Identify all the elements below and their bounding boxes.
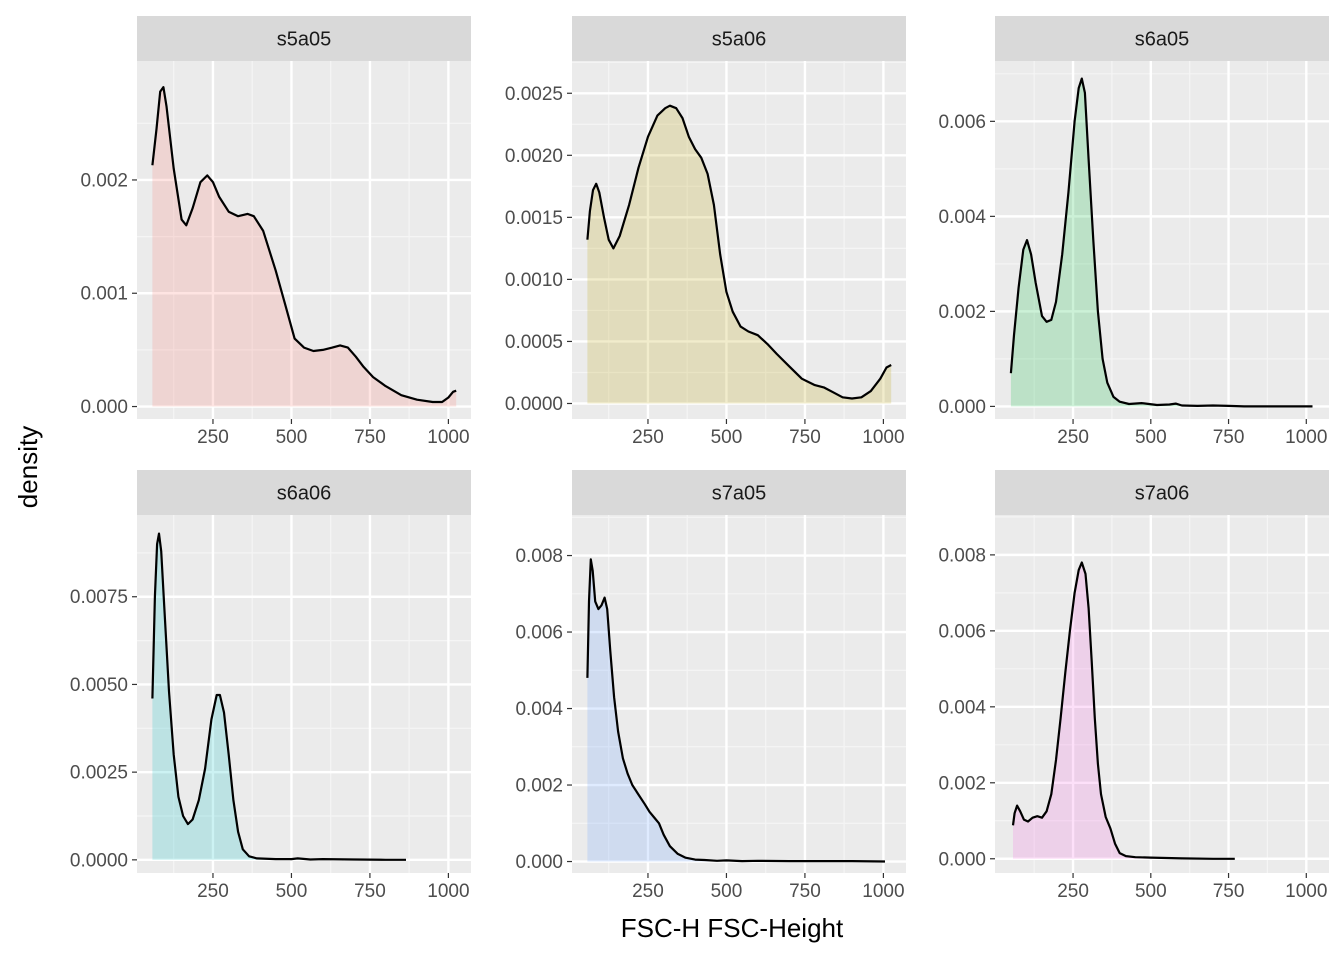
y-tick-label: 0.0005 (505, 332, 563, 353)
strip-label: s5a06 (712, 29, 767, 51)
y-tick-label: 0.0015 (505, 208, 563, 229)
y-tick-label: 0.006 (938, 621, 986, 642)
y-tick-label: 0.000 (515, 852, 563, 873)
x-tick-label: 1000 (862, 881, 904, 902)
strip-background (995, 470, 1329, 515)
strip-background (137, 16, 471, 61)
density-line (586, 558, 886, 863)
panel-s6a05: s6a05 250 500 750 1000 0.000 0.002 0.004 0.006 (938, 16, 1329, 448)
strip-label: s5a05 (277, 29, 332, 51)
y-tick-label: 0.008 (938, 545, 986, 566)
y-tick-label: 0.004 (938, 697, 986, 718)
panel-s7a05: s7a05 250 500 750 1000 0.000 0.002 0.004 0.006 0.… (515, 470, 906, 902)
panels: s5a05 250 500 750 1000 0.000 0.001 0.002 s5a06 25… (70, 16, 1329, 902)
y-tick-label: 0.002 (938, 302, 986, 323)
y-tick-label: 0.0020 (505, 146, 563, 167)
x-tick-label: 500 (711, 881, 743, 902)
y-axis-title: density (13, 426, 43, 508)
x-tick-label: 1000 (1285, 881, 1327, 902)
x-tick-label: 500 (276, 881, 308, 902)
strip-label: s6a05 (1135, 29, 1190, 51)
x-tick-label: 500 (1135, 427, 1167, 448)
y-tick-label: 0.0050 (70, 675, 128, 696)
strip-background (572, 470, 906, 515)
density-line (151, 86, 457, 404)
panel-s6a06: s6a06 250 500 750 1000 0.0000 0.0025 0.0050 0.00… (70, 470, 471, 902)
y-tick-label: 0.0025 (505, 84, 563, 105)
y-tick-label: 0.0010 (505, 270, 563, 291)
density-area (1013, 562, 1235, 859)
strip-label: s6a06 (277, 483, 332, 505)
x-tick-label: 500 (1135, 881, 1167, 902)
y-tick-label: 0.002 (515, 776, 563, 797)
y-tick-label: 0.002 (80, 170, 128, 191)
y-tick-label: 0.001 (80, 284, 128, 305)
x-tick-label: 750 (354, 427, 386, 448)
panel-background (137, 61, 471, 419)
x-tick-label: 250 (632, 881, 664, 902)
y-tick-label: 0.002 (938, 773, 986, 794)
x-axis-title: FSC-H FSC-Height (621, 913, 844, 943)
strip-label: s7a06 (1135, 483, 1190, 505)
x-tick-label: 750 (1213, 427, 1245, 448)
strip-label: s7a05 (712, 483, 767, 505)
panel-s7a06: s7a06 250 500 750 1000 0.000 0.002 0.004 0.006 0.… (938, 470, 1329, 902)
x-tick-label: 500 (711, 427, 743, 448)
density-area (587, 105, 892, 404)
y-tick-label: 0.0075 (70, 587, 128, 608)
y-tick-label: 0.0025 (70, 763, 128, 784)
strip-background (995, 16, 1329, 61)
panel-s5a05: s5a05 250 500 750 1000 0.000 0.001 0.002 (80, 16, 471, 448)
x-tick-label: 1000 (1285, 427, 1327, 448)
density-line (586, 104, 892, 400)
density-line (1009, 77, 1313, 408)
y-tick-label: 0.006 (515, 623, 563, 644)
y-tick-label: 0.0000 (505, 394, 563, 415)
x-tick-label: 1000 (427, 881, 469, 902)
x-tick-label: 250 (197, 881, 229, 902)
x-tick-label: 750 (1213, 881, 1245, 902)
density-area (152, 87, 457, 407)
y-tick-label: 0.000 (938, 849, 986, 870)
y-tick-label: 0.0000 (70, 850, 128, 871)
x-tick-label: 1000 (427, 427, 469, 448)
y-tick-label: 0.008 (515, 546, 563, 567)
y-tick-label: 0.006 (938, 112, 986, 133)
density-line (151, 532, 406, 861)
panel-s5a06: s5a06 250 500 750 1000 0.0000 0.0005 0.0010 0.00… (505, 16, 906, 448)
x-tick-label: 750 (789, 881, 821, 902)
density-line (1011, 561, 1235, 860)
density-area (587, 559, 885, 862)
x-tick-label: 250 (1057, 881, 1089, 902)
y-tick-label: 0.000 (80, 397, 128, 418)
y-tick-label: 0.004 (938, 207, 986, 228)
x-tick-label: 250 (632, 427, 664, 448)
density-area (1010, 78, 1313, 407)
panel-background (572, 61, 906, 419)
panel-background (572, 515, 906, 873)
y-tick-label: 0.004 (515, 699, 563, 720)
x-tick-label: 250 (197, 427, 229, 448)
x-tick-label: 1000 (862, 427, 904, 448)
x-tick-label: 250 (1057, 427, 1089, 448)
x-tick-label: 750 (789, 427, 821, 448)
panel-background (137, 515, 471, 873)
x-tick-label: 750 (354, 881, 386, 902)
x-tick-label: 500 (276, 427, 308, 448)
y-tick-label: 0.000 (938, 397, 986, 418)
panel-background (995, 515, 1329, 873)
strip-background (137, 470, 471, 515)
density-area (152, 533, 406, 860)
strip-background (572, 16, 906, 61)
